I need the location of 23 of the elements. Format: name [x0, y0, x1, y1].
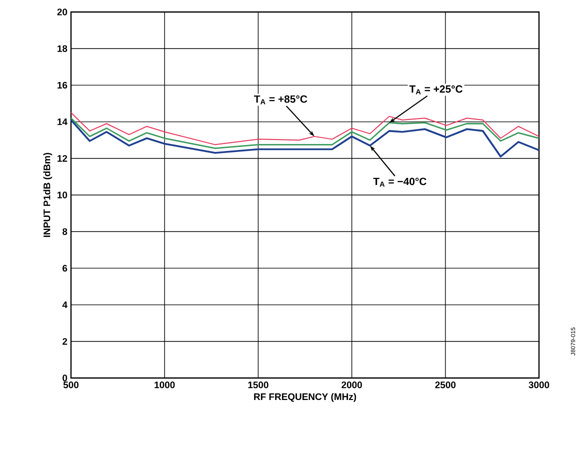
- annotation: T$_{A}$ = −40°C: [373, 178, 426, 187]
- y-tick-label: 10: [58, 192, 68, 198]
- line-series: [70, 112, 540, 146]
- y-tick-label: 16: [58, 82, 68, 89]
- x-tick-label: 1000: [154, 382, 175, 388]
- x-tick-label: 2000: [342, 382, 362, 388]
- annotation: T$_{A}$ = +25°C: [409, 85, 463, 94]
- y-tick-label: 2: [62, 338, 68, 345]
- y-tick-label: 20: [57, 8, 68, 16]
- x-axis-title: RF FREQUENCY (MHz): [254, 393, 356, 402]
- x-tick-label: 3000: [528, 382, 550, 388]
- y-tick-label: 6: [62, 264, 68, 272]
- y-tick-label: 0: [62, 374, 68, 382]
- y-tick-label: 8: [62, 228, 68, 235]
- y-axis-title: INPUT P1dB (dBm): [43, 152, 52, 237]
- y-tick-label: 18: [58, 45, 68, 52]
- y-tick-label: 14: [58, 118, 68, 126]
- x-tick-label: 500: [63, 382, 79, 388]
- annotation: T$_{A}$ = +85°C: [254, 95, 308, 104]
- x-tick-label: 1500: [248, 382, 268, 388]
- y-tick-label: 12: [58, 155, 68, 162]
- x-tick-label: 2500: [435, 382, 456, 388]
- y-tick-label: 4: [62, 302, 68, 308]
